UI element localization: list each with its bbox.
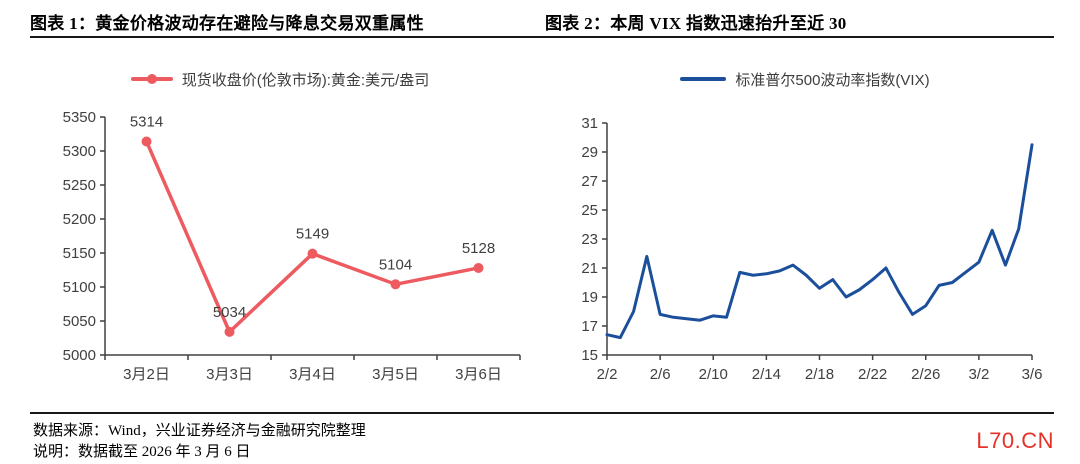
point-marker [390, 279, 401, 290]
data-label: 5104 [379, 256, 412, 273]
x-tick-label: 2/14 [752, 366, 781, 383]
y-tick-label: 17 [581, 318, 598, 335]
x-tick-label: 3月5日 [372, 366, 419, 383]
x-tick-label: 3/2 [968, 366, 989, 383]
y-tick-label: 29 [581, 144, 598, 161]
x-tick-label: 3月3日 [206, 366, 253, 383]
gold-legend-label: 现货收盘价(伦敦市场):黄金:美元/盎司 [181, 71, 430, 89]
vix-line-series [605, 143, 1034, 340]
vix-chart: 15 17 19 21 23 25 27 29 31 2/2 2/6 2/10 2/14 2/18 2/22… [581, 115, 1043, 383]
x-tick-label: 2/22 [858, 366, 887, 383]
x-tick-label: 3月4日 [289, 366, 336, 383]
title-underline-rule [30, 36, 1054, 38]
data-cutoff-note: 说明：数据截至 2026 年 3 月 6 日 [33, 444, 251, 460]
gold-line-marker-icon [130, 73, 173, 84]
data-label: 5034 [213, 304, 246, 321]
y-tick-label: 19 [581, 289, 598, 306]
x-tick-label: 2/6 [650, 366, 671, 383]
x-tick-label: 3/6 [1022, 366, 1043, 383]
data-source-note: 数据来源：Wind，兴业证券经济与金融研究院整理 [33, 423, 366, 439]
y-tick-label: 5150 [63, 245, 96, 262]
x-tick-label: 2/2 [597, 366, 618, 383]
gold-price-chart: 5000 5050 5100 5150 5200 5250 5300 5350 3月2日 3月3日… [63, 109, 521, 383]
x-tick-label: 3月6日 [455, 366, 502, 383]
y-tick-label: 5250 [63, 177, 96, 194]
point-marker [473, 262, 484, 273]
figure1-title: 图表 1：黄金价格波动存在避险与降息交易双重属性 [30, 14, 424, 33]
point-marker [141, 136, 152, 147]
y-tick-label: 27 [581, 173, 598, 190]
x-tick-label: 2/18 [805, 366, 834, 383]
y-tick-label: 5200 [63, 211, 96, 228]
x-tick-label: 2/10 [699, 366, 728, 383]
vix-chart-legend: 标准普尔500波动率指数(VIX) [550, 70, 1060, 89]
y-tick-label: 5350 [63, 109, 96, 126]
y-tick-label: 5300 [63, 143, 96, 160]
point-marker [224, 326, 235, 337]
y-tick-label: 23 [581, 231, 598, 248]
watermark: L70.CN [976, 428, 1054, 453]
vix-legend-label: 标准普尔500波动率指数(VIX) [735, 71, 930, 89]
point-marker [307, 248, 318, 259]
vix-line-marker-icon [680, 77, 727, 81]
data-label: 5128 [462, 240, 495, 257]
y-tick-label: 25 [581, 202, 598, 219]
data-label: 5149 [296, 226, 329, 243]
data-label: 5314 [130, 113, 163, 130]
y-tick-label: 21 [581, 260, 598, 277]
x-tick-label: 2/26 [911, 366, 940, 383]
y-tick-label: 5100 [63, 279, 96, 296]
y-tick-label: 15 [581, 347, 598, 364]
y-tick-label: 31 [581, 115, 598, 132]
footer-divider-rule [30, 412, 1054, 414]
y-tick-label: 5050 [63, 313, 96, 330]
figure2-title: 图表 2：本周 VIX 指数迅速抬升至近 30 [545, 14, 847, 33]
x-tick-label: 3月2日 [123, 366, 170, 383]
gold-point-marker-icon [146, 73, 157, 84]
gold-chart-legend: 现货收盘价(伦敦市场):黄金:美元/盎司 [30, 70, 530, 89]
y-tick-label: 5000 [63, 347, 96, 364]
